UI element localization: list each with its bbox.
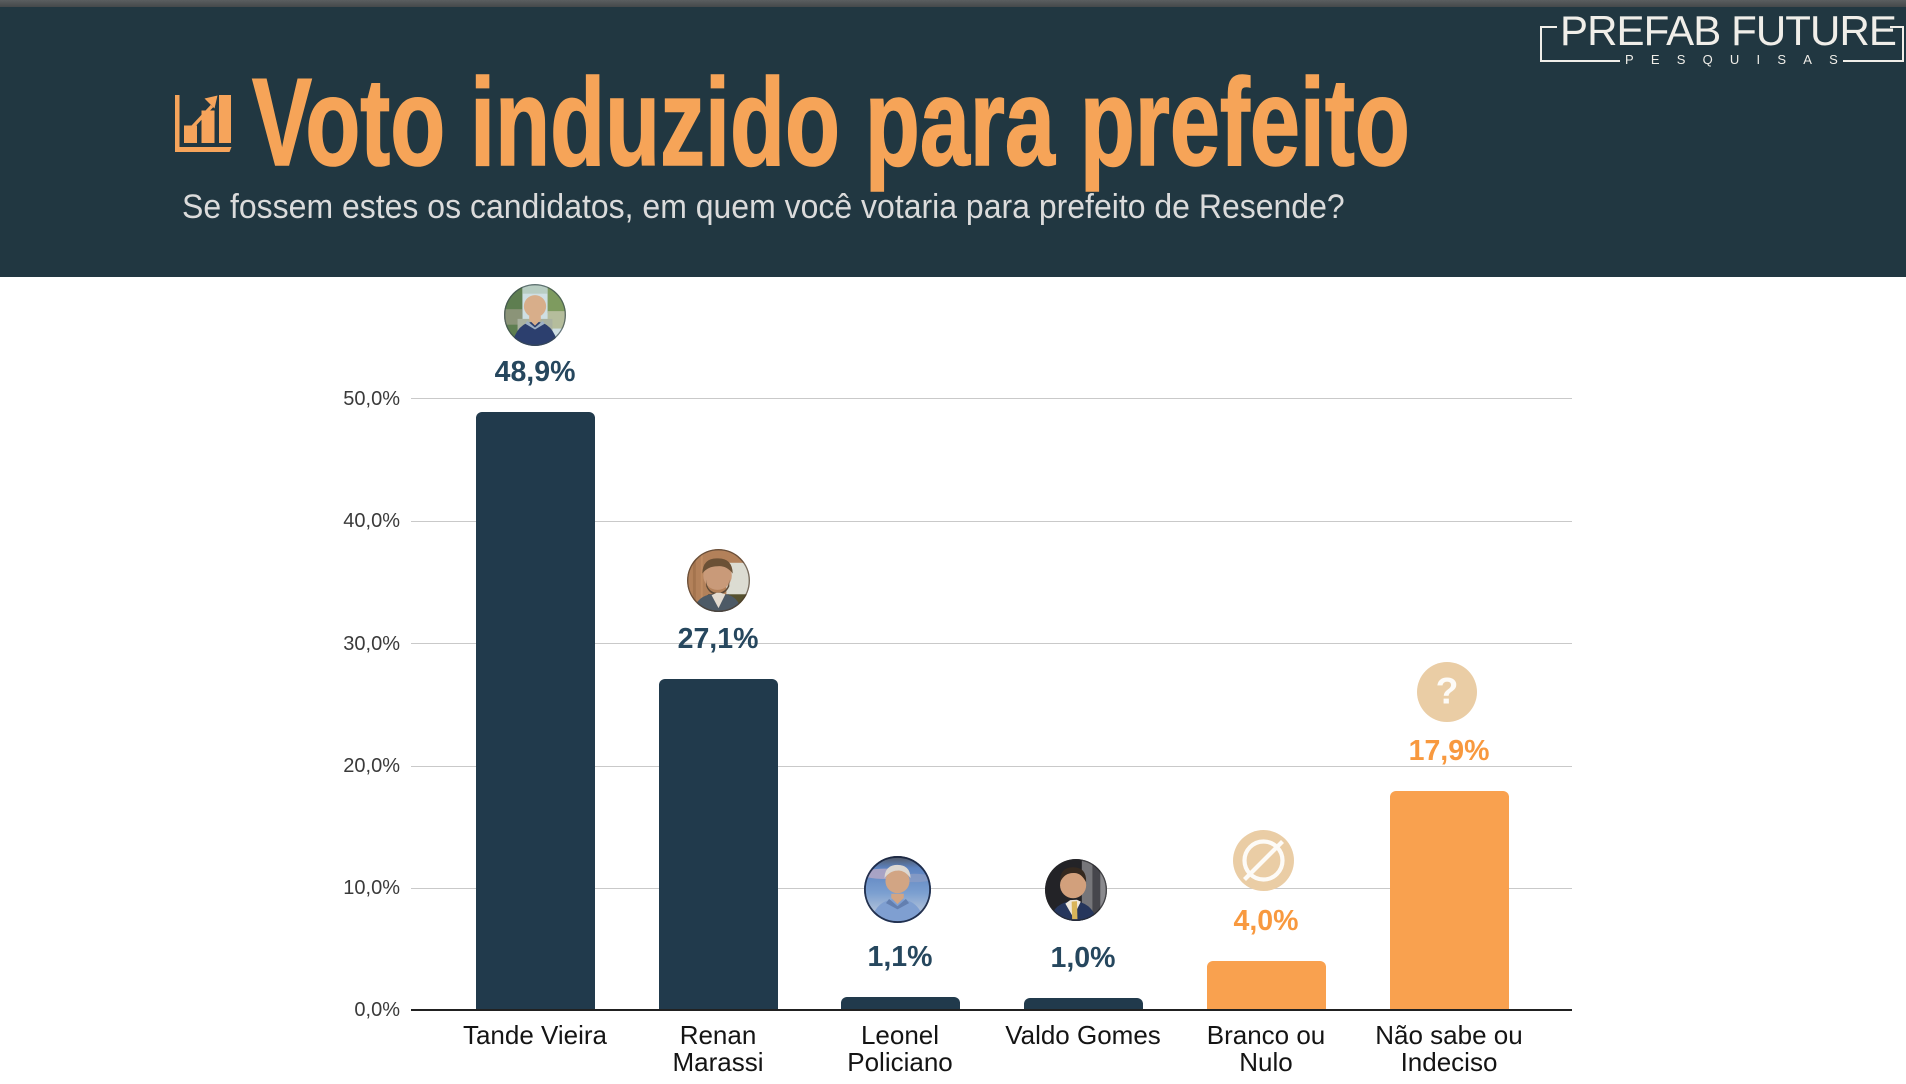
svg-text:?: ? (1436, 669, 1459, 711)
